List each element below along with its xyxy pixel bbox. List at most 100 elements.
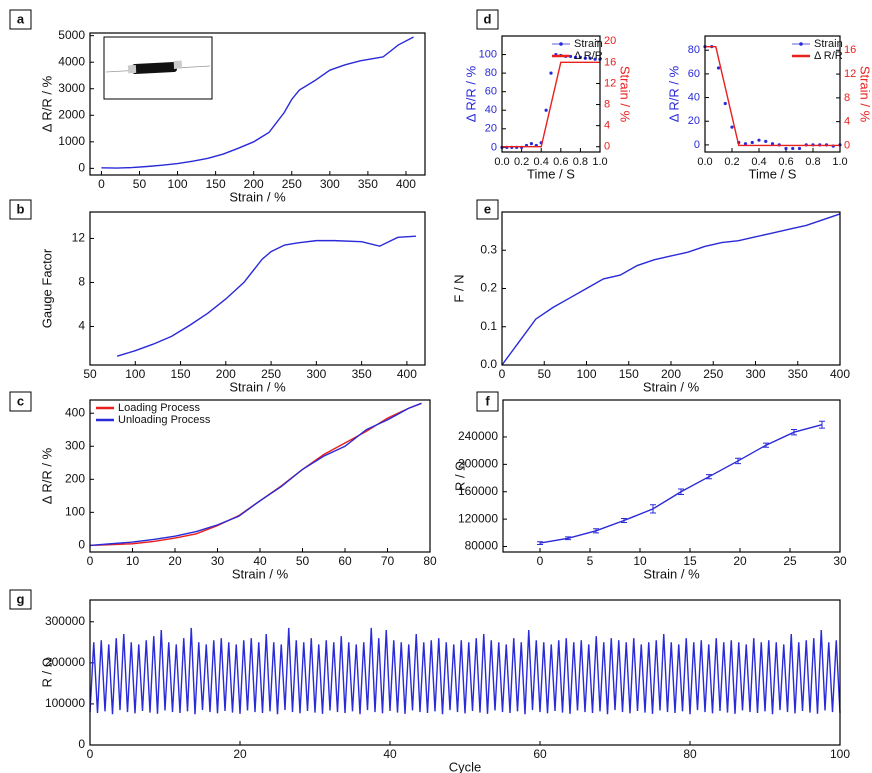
x-tick-label: 50 [83,367,97,381]
x-tick-label: 300 [745,367,765,381]
panel-box [9,589,32,610]
legend-label: Strain [814,38,843,50]
y-tick-label: 60 [485,86,497,98]
y-axis-label: R / Ω [452,461,467,491]
y-tick-label: 100000 [45,696,85,710]
data-point [757,138,761,142]
y-tick-label: 120000 [458,511,498,525]
plot-frame [501,211,841,366]
x-tick-label: 250 [282,177,302,191]
x-tick-label: 50 [296,554,310,568]
panel-box [9,9,32,30]
x-tick-label: 100 [576,367,596,381]
data-line [89,627,841,715]
y2-tick-label: 8 [604,98,610,110]
x-axis-label: Strain / % [643,379,700,394]
data-point [730,125,734,129]
error-bar [537,541,543,545]
plot-frame [704,35,841,153]
error-bar [763,442,769,448]
y-tick-label: 20 [688,115,700,127]
error-bar [565,536,571,541]
y-tick-label: 4 [78,319,85,333]
data-point [770,142,775,146]
x-tick-label: 15 [683,554,697,568]
data-line [501,213,841,366]
y-axis-label: F / N [451,274,466,302]
x-tick-label: 300 [306,367,326,381]
x-tick-label: 150 [171,367,191,381]
panel-label: f [485,393,490,408]
y2-tick-label: 12 [604,77,616,89]
error-bar [735,457,741,465]
y-axis-label: Δ R/R / % [666,65,681,122]
data-line [502,61,600,148]
y2-tick-label: 16 [844,44,856,56]
y-tick-label: 0 [78,737,85,751]
y-tick-label: 0.1 [480,319,497,333]
panel-box [476,391,499,412]
data-point [764,139,768,143]
x-tick-label: 100 [830,747,850,761]
x-tick-label: 100 [168,177,188,191]
x-tick-label: 60 [338,554,352,568]
x-tick-label: 0 [499,367,506,381]
x-axis-label: Strain / % [229,189,286,204]
x-tick-label: 250 [261,367,281,381]
x-tick-label: 0 [98,177,105,191]
y-tick-label: 200 [65,471,85,485]
y-tick-label: 1000 [58,134,85,148]
x-tick-label: 400 [830,367,850,381]
x-tick-label: 30 [833,554,847,568]
y-tick-label: 3000 [58,81,85,95]
data-line [101,36,414,169]
x-axis-label: Time / S [749,166,797,181]
data-point [791,146,795,151]
x-tick-label: 80 [683,747,697,761]
data-point [529,142,534,146]
x-tick-label: 350 [788,367,808,381]
x-tick-label: 1.0 [832,156,847,168]
error-bar [593,528,599,534]
data-point [573,55,578,59]
x-tick-label: 300 [320,177,340,191]
legend-marker [559,42,563,46]
data-point [750,140,754,145]
y-tick-label: 240000 [458,429,498,443]
plot-frame [502,399,841,553]
x-tick-label: 25 [783,554,797,568]
y-axis-label: Δ R/R / % [39,75,54,132]
x-tick-label: 0.0 [494,156,509,168]
panel-label: e [484,201,491,216]
x-tick-label: 20 [733,554,747,568]
x-tick-label: 100 [125,367,145,381]
panel-box [476,199,499,220]
data-point [578,55,583,59]
x-axis-label: Strain / % [232,566,289,581]
x-tick-label: 50 [133,177,147,191]
panel-box [9,199,32,220]
plot-frame [89,211,426,366]
x-tick-label: 250 [703,367,723,381]
error-bar [650,504,656,514]
y-tick-label: 2000 [58,107,85,121]
y2-tick-label: 0 [604,141,610,153]
x-axis-label: Strain / % [643,566,700,581]
error-bar [621,517,627,524]
x-tick-label: 0 [87,554,94,568]
x-tick-label: 200 [661,367,681,381]
data-point [549,71,553,75]
y-tick-label: 12 [72,231,86,245]
x-tick-label: 40 [253,554,267,568]
y-tick-label: 300000 [45,614,85,628]
x-tick-label: 0.8 [573,156,588,168]
y-axis-label: R / Ω [39,657,54,687]
y2-tick-label: 20 [604,35,616,47]
x-tick-label: 50 [538,367,552,381]
x-tick-label: 0.6 [553,156,568,168]
legend-label: Δ R/R [814,50,843,62]
y-tick-label: 60 [688,68,700,80]
panel-label: g [17,591,25,606]
plot-frame [89,399,431,553]
data-point [723,101,727,106]
